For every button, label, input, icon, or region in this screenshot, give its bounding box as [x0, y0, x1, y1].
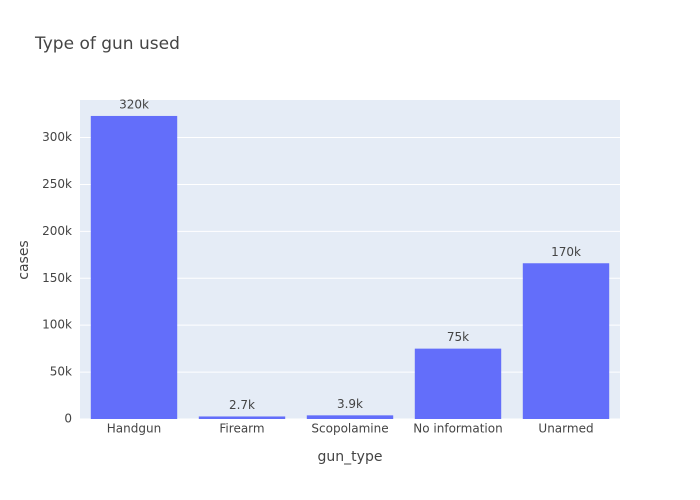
bar	[90, 115, 178, 419]
y-tick-label: 100k	[42, 318, 72, 332]
x-tick-label: Scopolamine	[311, 422, 388, 436]
x-axis-title: gun_type	[318, 449, 383, 465]
value-label: 2.7k	[229, 398, 255, 412]
value-label: 320k	[119, 97, 149, 111]
x-tick-label: Unarmed	[538, 422, 593, 436]
value-label: 75k	[447, 330, 469, 344]
x-tick-label: Handgun	[107, 422, 161, 436]
bar	[522, 263, 610, 419]
y-tick-label: 300k	[42, 130, 72, 144]
bar	[414, 348, 502, 419]
x-tick-label: No information	[413, 422, 502, 436]
bar	[306, 415, 394, 419]
y-tick-label: 0	[64, 412, 72, 426]
y-tick-label: 250k	[42, 177, 72, 191]
y-tick-label: 200k	[42, 224, 72, 238]
y-tick-label: 50k	[50, 365, 72, 379]
value-label: 3.9k	[337, 397, 363, 411]
y-tick-label: 150k	[42, 271, 72, 285]
value-label: 170k	[551, 245, 581, 259]
y-axis-title: cases	[16, 240, 32, 279]
x-tick-label: Firearm	[219, 422, 264, 436]
chart-title: Type of gun used	[34, 34, 180, 54]
bar	[198, 416, 286, 419]
